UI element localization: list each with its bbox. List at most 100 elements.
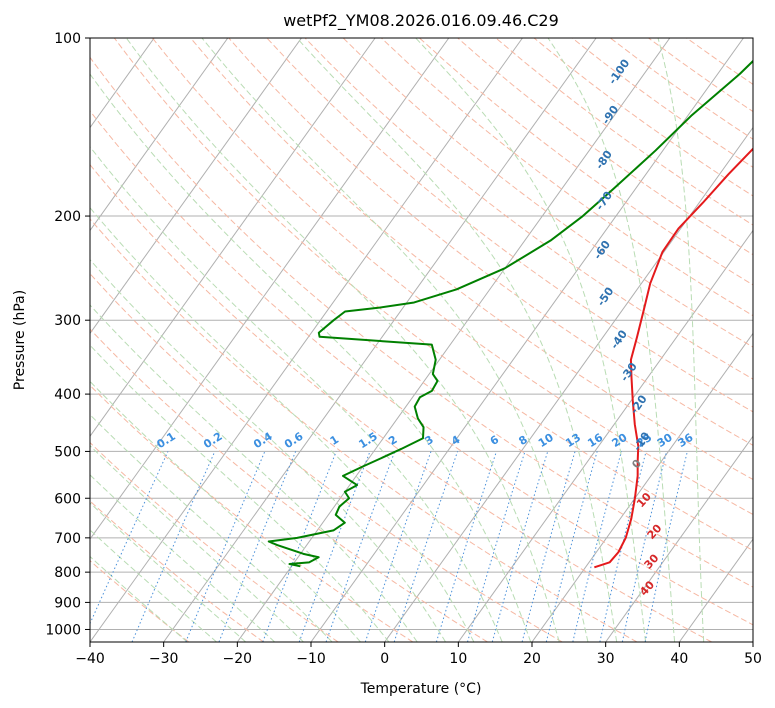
isotherm-line	[752, 641, 753, 642]
mixing-ratio-label: 0.4	[251, 430, 275, 452]
dry-adiabat-label: -100	[606, 57, 633, 87]
moist-adiabat-line	[90, 529, 217, 642]
moist-adiabat-line	[90, 474, 275, 642]
dry-adiabat-label: -50	[594, 285, 616, 309]
dry-adiabat-line	[342, 38, 753, 348]
dry-adiabat-label: -80	[593, 148, 615, 172]
x-tick-label: −10	[296, 651, 326, 667]
isotherm-line	[0, 38, 7, 642]
x-tick-label: −20	[223, 651, 253, 667]
x-tick-label: 40	[670, 651, 688, 667]
mixing-ratio-line	[393, 451, 459, 642]
mixing-ratio-line	[467, 451, 526, 642]
dry-adiabat-label: -30	[618, 360, 640, 384]
dry-adiabat-line	[419, 38, 753, 286]
isotherm-line	[90, 38, 450, 540]
moist-adiabat-line	[90, 206, 475, 642]
dry-adiabat-label: -40	[608, 327, 630, 351]
y-tick-label: 600	[54, 491, 81, 507]
mixing-ratio-label: 2	[386, 433, 399, 448]
x-tick-label: 30	[597, 651, 615, 667]
moist-adiabat-line	[201, 38, 589, 642]
y-tick-label: 900	[54, 595, 81, 611]
mixing-ratio-label: 3	[422, 433, 435, 448]
y-tick-label: 400	[54, 387, 81, 403]
dry-adiabat-line	[90, 560, 190, 642]
mixing-ratio-label: 1	[328, 433, 341, 448]
isotherm-line	[457, 229, 753, 642]
y-axis-label: Pressure (hPa)	[12, 290, 28, 390]
moist-adiabat-line	[90, 413, 333, 642]
moist-adiabat-line	[90, 555, 188, 642]
dry-adiabat-line	[90, 163, 712, 642]
isotherm-line	[384, 126, 753, 642]
dry-adiabat-line	[90, 441, 339, 642]
dry-adiabat-line	[90, 328, 488, 642]
isotherm-line	[678, 538, 753, 642]
moist-adiabat-label: 20	[645, 522, 665, 542]
dry-adiabat-line	[190, 38, 753, 481]
mixing-ratio-line	[572, 451, 622, 642]
isotherm-line	[90, 38, 523, 642]
dry-adiabat-line	[90, 384, 414, 642]
isotherm-line	[90, 38, 229, 232]
isotherm-line	[605, 435, 753, 642]
isotherm-line	[90, 38, 376, 438]
mixing-ratio-line	[364, 451, 432, 642]
y-tick-label: 800	[54, 565, 81, 581]
dry-adiabat-line	[266, 38, 753, 413]
temperature-profile-line	[594, 147, 753, 569]
mixing-ratio-line	[298, 451, 371, 642]
moist-adiabat-line	[90, 304, 418, 642]
y-tick-label: 500	[54, 444, 81, 460]
dry-adiabat-line	[90, 110, 753, 626]
moist-adiabat-line	[90, 146, 503, 642]
mixing-ratio-label: 16	[585, 431, 605, 450]
dry-adiabat-label: -10	[631, 429, 653, 453]
y-tick-label: 200	[54, 209, 81, 225]
x-tick-label: 0	[380, 651, 389, 667]
mixing-ratio-label: 0.2	[201, 430, 224, 451]
dry-adiabat-line	[113, 38, 753, 551]
dry-adiabat-line	[90, 272, 563, 642]
moist-adiabat-line	[90, 444, 304, 642]
isotherm-line	[531, 332, 753, 642]
plot-frame	[89, 37, 754, 643]
mixing-ratio-line	[185, 451, 266, 642]
dry-adiabat-label: -20	[628, 392, 650, 416]
dry-adiabat-label: -60	[591, 238, 613, 262]
mixing-ratio-label: 13	[563, 431, 583, 450]
moist-adiabat-line	[547, 38, 676, 642]
moist-adiabat-line	[90, 344, 390, 642]
mixing-ratio-line	[90, 451, 169, 625]
y-tick-label: 100	[54, 31, 81, 47]
mixing-ratio-line	[644, 451, 688, 642]
x-tick-label: 20	[523, 651, 541, 667]
moist-adiabat-line	[657, 38, 705, 642]
mixing-ratio-line	[545, 451, 598, 642]
x-axis-label: Temperature (°C)	[360, 681, 482, 697]
isotherm-line	[163, 38, 597, 642]
isotherm-line	[236, 38, 671, 642]
mixing-ratio-line	[325, 451, 396, 642]
moist-adiabat-label: 10	[634, 490, 654, 510]
moist-adiabat-line	[90, 502, 247, 642]
moist-adiabat-line	[90, 380, 361, 642]
dewpoint-profile-line	[267, 59, 753, 568]
mixing-ratio-line	[262, 451, 337, 642]
y-tick-label: 300	[54, 313, 81, 329]
mixing-ratio-label: 6	[488, 433, 502, 448]
y-tick-label: 1000	[45, 622, 81, 638]
mixing-ratio-label: 8	[516, 433, 529, 448]
plot-background	[0, 38, 753, 642]
x-tick-label: 10	[449, 651, 467, 667]
dry-adiabat-line	[90, 218, 638, 642]
mixing-ratio-line	[131, 451, 216, 642]
chart-title: wetPf2_YM08.2026.016.09.46.C29	[283, 11, 559, 31]
x-tick-label: 50	[744, 651, 762, 667]
axis-ticks: −40 −30 −20 −10 0 10 20 30 40 5010020030040050060…	[45, 31, 762, 667]
dry-adiabat-line	[533, 38, 753, 197]
moist-adiabat-line	[90, 258, 446, 642]
y-tick-label: 700	[54, 531, 81, 547]
